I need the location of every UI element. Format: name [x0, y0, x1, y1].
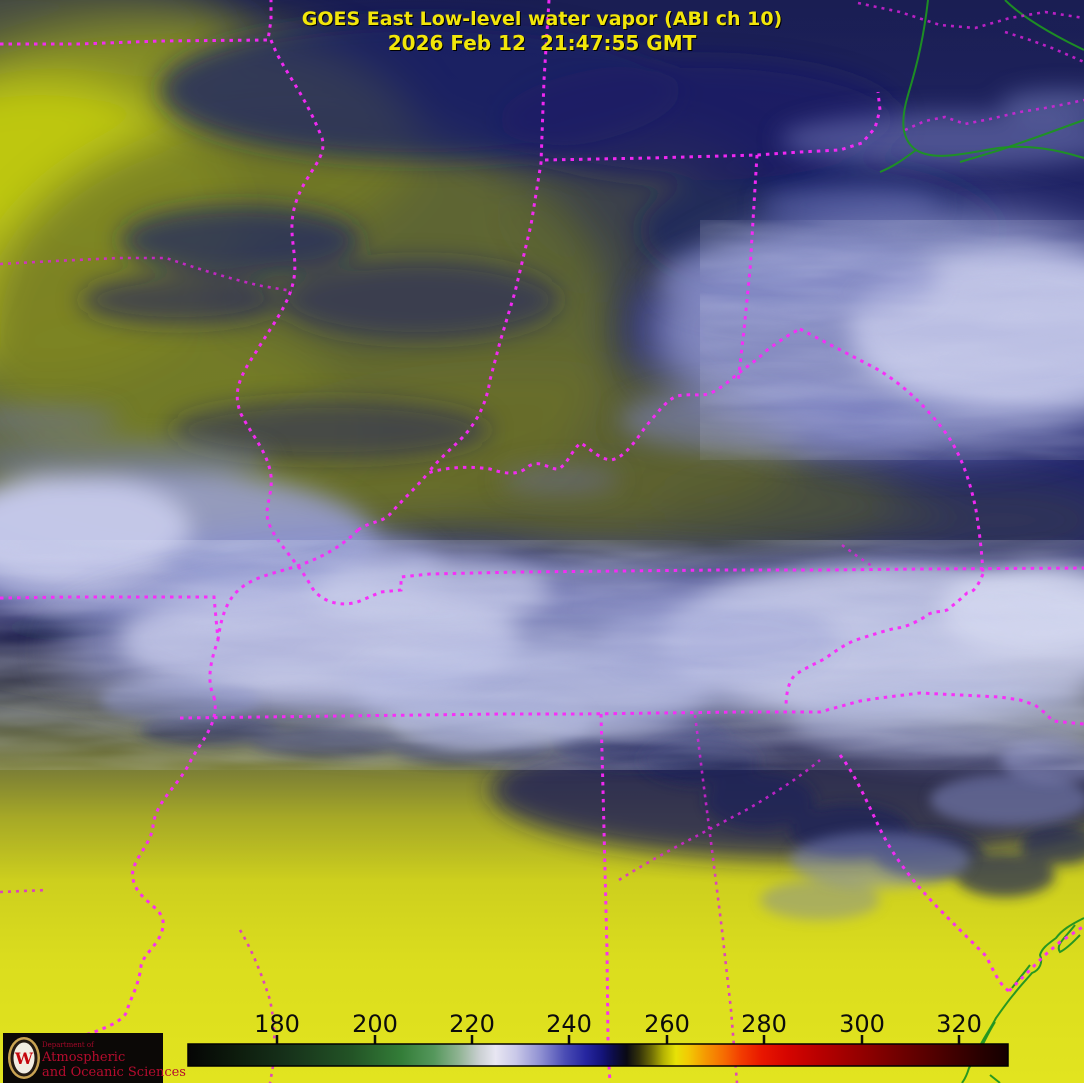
colorbar-gradient — [187, 1043, 1009, 1067]
boundary-mississippi-river-upper — [235, 39, 382, 606]
colorbar-tick-label: 240 — [546, 1010, 592, 1038]
boundary-georgia-southcarolina — [838, 754, 1084, 993]
colorbar: 180 200 220 240 260 280 300 320 — [187, 1010, 1009, 1067]
colorbar-ticks — [275, 1035, 961, 1044]
boundary-lower-river-branch — [238, 929, 276, 1083]
colorbar-tick-label: 280 — [741, 1010, 787, 1038]
colorbar-tick-label: 260 — [644, 1010, 690, 1038]
cloud-texture-band — [0, 540, 1084, 770]
coastline — [879, 0, 1084, 1083]
department-logo: W Department of Atmospheric and Oceanic … — [3, 1033, 186, 1083]
uw-crest-icon: W — [8, 1037, 40, 1079]
boundary-missouri-river — [0, 256, 293, 293]
boundary-mississippi-river-cairo — [216, 528, 360, 641]
boundary-canada-lake-erie — [904, 98, 1084, 132]
lake-erie-north-shore — [959, 119, 1084, 163]
boundary-mississippi-alabama — [599, 713, 612, 1083]
colorbar-tick-labels: 180 200 220 240 260 280 300 320 — [254, 1010, 982, 1038]
boundary-michigan-ohio — [544, 91, 882, 162]
boundary-top-right-2 — [1004, 30, 1084, 64]
title-block: GOES East Low-level water vapor (ABI ch … — [302, 8, 782, 55]
boundary-cumberland-spur — [841, 543, 873, 568]
colorbar-tick-label: 320 — [936, 1010, 982, 1038]
boundary-kentucky-tennessee — [380, 566, 1084, 594]
lake-erie-shoreline — [902, 0, 1084, 159]
boundary-lower-river — [81, 696, 217, 1038]
logo-name-line1: Atmospheric — [41, 1050, 125, 1065]
colorbar-tick-label: 200 — [352, 1010, 398, 1038]
colorbar-tick-label: 300 — [839, 1010, 885, 1038]
detroit-river — [879, 0, 1084, 173]
boundary-tennessee-northcarolina — [784, 573, 985, 709]
timestamp: 2026 Feb 12 21:47:55 GMT — [388, 31, 697, 55]
crest-monogram: W — [14, 1049, 34, 1068]
boundary-kentucky-virginia — [799, 327, 985, 575]
colorbar-tick-label: 180 — [254, 1010, 300, 1038]
cloud-texture-right — [700, 220, 1084, 460]
logo-name-line2: and Oceanic Sciences — [42, 1065, 186, 1080]
product-title: GOES East Low-level water vapor (ABI ch … — [302, 8, 782, 30]
boundary-tennessee-south — [179, 691, 1084, 726]
barrier-islands — [981, 924, 1081, 1083]
boundary-top-right-1 — [857, 1, 1084, 30]
colorbar-tick-label: 220 — [449, 1010, 495, 1038]
boundary-iowa-missouri — [0, 0, 273, 46]
boundary-indiana-ohio — [736, 154, 759, 383]
logo-dept-line: Department of — [42, 1041, 95, 1049]
boundary-alabama-georgia — [693, 714, 739, 1083]
boundary-missouri-arkansas — [0, 595, 220, 698]
